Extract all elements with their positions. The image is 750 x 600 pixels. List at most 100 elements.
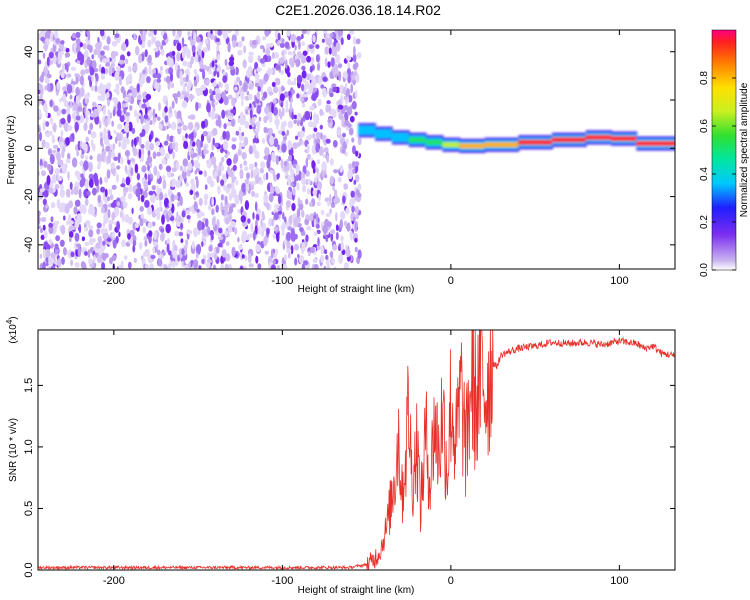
noise-speckle [294,44,297,51]
noise-speckle [301,209,305,218]
noise-speckle [49,60,53,65]
noise-speckle [267,55,272,62]
noise-speckle [317,75,322,85]
noise-speckle [302,231,306,236]
noise-speckle [345,207,350,215]
noise-speckle [84,93,89,100]
noise-speckle [292,142,298,150]
noise-speckle [286,248,292,254]
noise-speckle [320,245,324,255]
noise-speckle [320,132,323,140]
noise-speckle [118,264,123,269]
noise-speckle [99,177,103,185]
noise-speckle [294,257,298,266]
noise-speckle [96,104,102,113]
noise-speckle [40,227,43,234]
noise-speckle [116,109,122,117]
noise-speckle [225,253,231,262]
noise-speckle [66,73,72,78]
noise-speckle [193,201,198,212]
noise-speckle [148,64,152,75]
noise-speckle [142,69,146,75]
noise-speckle [105,145,111,152]
noise-speckle [218,227,223,234]
noise-speckle [108,188,113,195]
noise-speckle [43,190,49,198]
noise-speckle [204,218,209,228]
noise-speckle [100,227,105,235]
noise-speckle [176,68,181,79]
noise-speckle [85,115,89,124]
noise-speckle [321,38,325,43]
noise-speckle [66,63,69,73]
noise-speckle [156,151,161,157]
noise-speckle [150,174,154,179]
noise-speckle [81,176,86,187]
noise-speckle [45,249,51,258]
track-core [375,131,393,137]
noise-speckle [150,193,156,204]
noise-speckle [101,84,107,93]
noise-speckle [138,53,143,64]
noise-speckle [143,180,148,190]
noise-speckle [213,170,218,178]
noise-speckle [125,125,130,133]
noise-speckle [187,61,191,68]
noise-speckle [86,190,91,196]
noise-speckle [249,163,254,171]
noise-speckle [333,169,339,174]
noise-speckle [296,112,302,121]
noise-speckle [107,109,111,116]
noise-speckle [83,122,88,132]
noise-speckle [343,262,349,269]
noise-speckle [165,223,171,234]
noise-speckle [272,106,279,116]
noise-speckle [325,138,331,144]
colorbar: 0.0 0.2 0.4 0.6 0.8 Normalized spectral ampl… [699,29,750,277]
noise-speckle [45,203,49,209]
noise-speckle [222,130,227,140]
noise-speckle [74,241,78,250]
noise-speckle [190,55,194,65]
noise-speckle [312,189,317,196]
noise-speckle [76,151,80,157]
noise-speckle [267,153,272,163]
noise-speckle [287,140,293,150]
noise-speckle [187,31,191,36]
noise-speckle [271,154,277,163]
noise-speckle [231,246,236,257]
noise-speckle [277,32,281,41]
noise-speckle [202,130,208,137]
noise-speckle [281,50,284,56]
noise-speckle [324,218,329,228]
noise-speckle [185,133,188,139]
noise-speckle [127,193,133,200]
y-tick-label: 0.5 [23,501,35,516]
noise-speckle [117,133,123,142]
noise-speckle [144,49,148,58]
noise-speckle [145,140,150,151]
noise-speckle [80,142,86,150]
noise-speckle [144,240,148,247]
noise-speckle [181,210,186,218]
noise-speckle [223,96,229,106]
noise-speckle [232,164,237,171]
noise-speckle [75,31,81,38]
noise-speckle [287,226,293,231]
noise-speckle [40,216,47,223]
noise-speckle [226,121,232,127]
noise-speckle [168,199,172,210]
noise-speckle [237,209,242,214]
noise-speckle [71,188,74,196]
noise-speckle [40,30,45,36]
spectrogram-y-ticks: -40 -20 0 20 40 [23,46,675,253]
noise-speckle [156,249,161,256]
noise-speckle [315,131,321,139]
noise-speckle [85,155,88,160]
noise-speckle [183,140,189,150]
noise-speckle [324,249,328,255]
noise-speckle [158,102,161,111]
noise-speckle [259,58,266,64]
noise-speckle [108,130,111,140]
noise-speckle [38,210,41,217]
